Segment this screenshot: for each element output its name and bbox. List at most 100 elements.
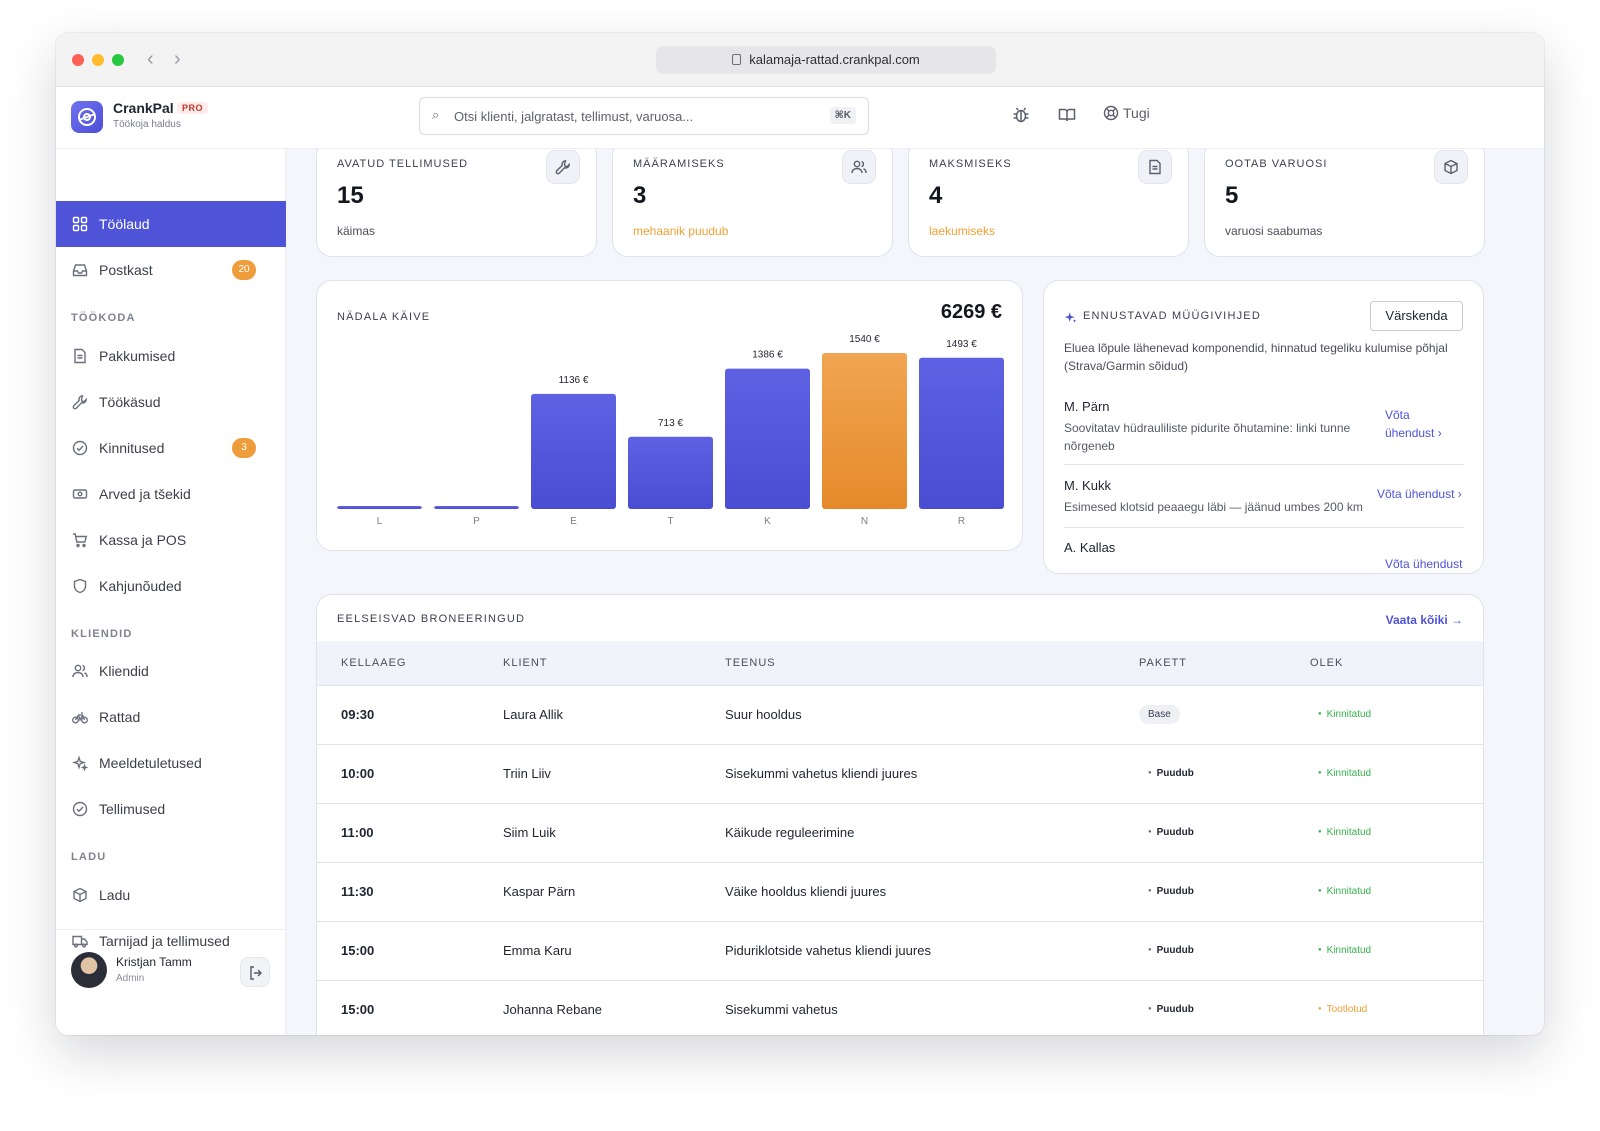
back-arrow-icon[interactable]: ‹ <box>147 48 154 70</box>
bookings-title: EELSEISVAD BRONEERINGUD <box>337 613 526 625</box>
main-content: AVATUD TELLIMUSED 15 käimas MÄÄRAMISEKS … <box>286 149 1544 1035</box>
stat-subtitle: mehaanik puudub <box>633 224 729 238</box>
table-row[interactable]: 11:30 Kaspar Pärn Väike hooldus kliendi … <box>317 863 1483 922</box>
sidebar-section-ladu: LADU <box>71 851 107 863</box>
booking-time: 15:00 <box>341 943 375 958</box>
sidebar-item-label: Kinnitused <box>99 440 165 456</box>
sidebar-item-rattad[interactable]: Rattad <box>56 694 286 740</box>
column-header[interactable]: KLIENT <box>503 657 548 669</box>
bar-value-label: 713 € <box>658 418 683 429</box>
booking-client: Johanna Rebane <box>503 1002 603 1017</box>
help-button[interactable]: Tugi <box>1103 105 1150 121</box>
avatar[interactable] <box>71 952 107 988</box>
logout-button[interactable] <box>240 957 270 987</box>
stat-value: 3 <box>633 182 647 209</box>
stat-card-to-pay[interactable]: MAKSMISEKS 4 laekumiseks <box>908 149 1189 257</box>
sidebar-item-tellimused[interactable]: Tellimused <box>56 786 286 832</box>
global-search[interactable]: ⌕ Otsi klienti, jalgratast, tellimust, v… <box>419 97 869 135</box>
bar-value-label: 1540 € <box>849 334 880 345</box>
forward-arrow-icon[interactable]: › <box>174 48 181 70</box>
x-tick-label: T <box>667 516 673 527</box>
document-icon <box>74 348 86 364</box>
close-window-button[interactable] <box>72 54 84 66</box>
lock-icon <box>732 54 742 65</box>
lead-item[interactable]: A. Kallas Võta ühendust › <box>1064 540 1464 573</box>
lead-name: M. Pärn <box>1064 399 1110 414</box>
table-row[interactable]: 15:00 Johanna Rebane Sisekummi vahetus P… <box>317 981 1483 1035</box>
bar-N[interactable] <box>822 353 907 509</box>
sidebar-item-pakkumised[interactable]: Pakkumised <box>56 333 286 379</box>
sidebar-item-postkast[interactable]: Postkast 20 <box>56 247 286 293</box>
booking-time: 11:00 <box>341 825 374 840</box>
weekly-turnover-card: NÄDALA KÄIVE 6269 € L P 1136 € E 713 € T 1386 … <box>316 280 1023 551</box>
bug-icon[interactable] <box>1011 105 1033 127</box>
pro-badge: PRO <box>177 102 209 114</box>
box-icon <box>73 887 87 903</box>
lead-item[interactable]: M. Pärn Soovitatav hüdrauliliste pidurit… <box>1064 399 1464 465</box>
lead-name: A. Kallas <box>1064 540 1116 555</box>
predictive-leads-card: ENNUSTAVAD MÜÜGIVIHJED Värskenda Eluea l… <box>1043 280 1484 574</box>
minimize-window-button[interactable] <box>92 54 104 66</box>
user-role: Admin <box>116 973 145 984</box>
table-row[interactable]: 15:00 Emma Karu Piduriklotside vahetus k… <box>317 922 1483 981</box>
bar-T[interactable] <box>628 436 713 509</box>
stat-card-open-orders[interactable]: AVATUD TELLIMUSED 15 käimas <box>316 149 597 257</box>
sidebar-item-arved[interactable]: Arved ja tšekid <box>56 471 286 517</box>
sidebar-item-kinnitused[interactable]: Kinnitused 3 <box>56 425 286 471</box>
bar-R[interactable] <box>919 357 1004 509</box>
book-icon[interactable] <box>1057 105 1079 127</box>
sparkle-icon <box>1064 312 1077 323</box>
column-header[interactable]: KELLAAEG <box>341 657 407 669</box>
sidebar-item-tarnijad[interactable]: Tarnijad ja tellimused <box>56 918 286 964</box>
bar-K[interactable] <box>725 368 810 509</box>
maximize-window-button[interactable] <box>112 54 124 66</box>
contact-link[interactable]: Võta ühendust › <box>1385 557 1463 571</box>
contact-link[interactable]: Võta ühendust › <box>1377 487 1462 501</box>
bar-E[interactable] <box>531 393 616 509</box>
table-row[interactable]: 10:00 Triin Liiv Sisekummi vahetus klien… <box>317 745 1483 804</box>
crankpal-logo-icon[interactable] <box>71 101 103 133</box>
table-row[interactable]: 09:30 Laura Allik Suur hooldus Base Kinn… <box>317 686 1483 745</box>
lead-text: Esimesed klotsid peaaegu läbi — jäänud u… <box>1064 500 1363 514</box>
stat-title: MÄÄRAMISEKS <box>633 158 725 170</box>
booking-service: Sisekummi vahetus <box>725 1002 838 1017</box>
sidebar-item-toolaud[interactable]: Töölaud <box>56 201 286 247</box>
contact-link[interactable]: Võta ühendust › <box>1385 408 1442 440</box>
stat-card-awaiting-parts[interactable]: OOTAB VARUOSI 5 varuosi saabumas <box>1204 149 1485 257</box>
column-header[interactable]: PAKETT <box>1139 657 1187 669</box>
box-icon <box>1434 150 1468 184</box>
sidebar-item-kliendid[interactable]: Kliendid <box>56 648 286 694</box>
user-profile: Kristjan Tamm Admin <box>56 929 286 1035</box>
bar-value-label: 1493 € <box>946 339 977 350</box>
sidebar-item-kassa[interactable]: Kassa ja POS <box>56 517 286 563</box>
booking-service: Sisekummi vahetus kliendi juures <box>725 766 918 781</box>
refresh-button[interactable]: Värskenda <box>1370 301 1463 331</box>
table-row[interactable]: 11:00 Siim Luik Käikude reguleerimine Pu… <box>317 804 1483 863</box>
sidebar-item-ladu[interactable]: Ladu <box>56 872 286 918</box>
sidebar-item-label: Tarnijad ja tellimused <box>99 933 230 949</box>
sidebar-item-tookasud[interactable]: Töökäsud <box>56 379 286 425</box>
status-badge: Kinnitatud <box>1318 827 1371 838</box>
address-bar[interactable]: kalamaja-rattad.crankpal.com <box>656 46 996 74</box>
column-header[interactable]: TEENUS <box>725 657 776 669</box>
x-tick-label: L <box>377 516 383 527</box>
stat-value: 5 <box>1225 182 1239 209</box>
x-tick-label: R <box>958 516 965 527</box>
stat-title: MAKSMISEKS <box>929 158 1012 170</box>
bar-L[interactable] <box>337 506 422 509</box>
url-text: kalamaja-rattad.crankpal.com <box>749 52 920 67</box>
booking-time: 10:00 <box>341 766 375 781</box>
lead-text: Soovitatav hüdrauliliste pidurite õhutam… <box>1064 421 1351 453</box>
sidebar-section-tookoda: TÖÖKODA <box>71 312 136 324</box>
stat-card-to-assign[interactable]: MÄÄRAMISEKS 3 mehaanik puudub <box>612 149 893 257</box>
shield-icon <box>73 578 87 594</box>
bar-P[interactable] <box>434 506 519 509</box>
view-all-link[interactable]: Vaata kõiki → <box>1385 613 1463 627</box>
sidebar-item-meeldetuletused[interactable]: Meeldetuletused <box>56 740 286 786</box>
lead-item[interactable]: M. Kukk Esimesed klotsid peaaegu läbi — … <box>1064 478 1464 528</box>
sidebar-item-kahjunouded[interactable]: Kahjunõuded <box>56 563 286 609</box>
column-header[interactable]: OLEK <box>1310 657 1344 669</box>
booking-time: 09:30 <box>341 707 375 722</box>
check-circle-icon <box>72 440 88 456</box>
package-badge: Base <box>1139 705 1180 724</box>
